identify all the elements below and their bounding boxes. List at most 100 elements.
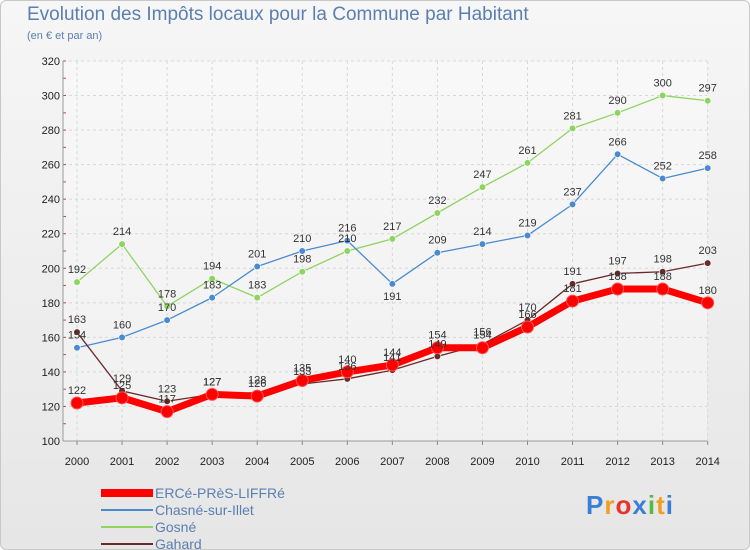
data-label: 181 — [563, 283, 581, 295]
logo-letter: i — [665, 490, 674, 520]
legend-item-ercé: ERCé-PRèS-LIFFRé — [101, 484, 285, 501]
x-tick-label: 2005 — [290, 456, 314, 468]
data-label: 194 — [203, 261, 221, 273]
data-point — [163, 302, 171, 310]
y-tick-label: 180 — [42, 298, 60, 310]
y-tick-label: 260 — [42, 160, 60, 172]
legend-item-gahard: Gahard — [101, 535, 285, 549]
x-tick-label: 2011 — [561, 456, 585, 468]
data-point — [433, 209, 442, 217]
data-point — [659, 174, 667, 183]
data-point — [704, 259, 712, 267]
data-point — [115, 391, 129, 405]
data-point — [343, 237, 351, 245]
data-label: 261 — [518, 145, 536, 157]
data-point — [568, 124, 577, 132]
data-label: 300 — [653, 78, 671, 90]
data-point — [613, 269, 622, 278]
x-tick-label: 2009 — [470, 456, 494, 468]
y-tick-label: 160 — [42, 332, 60, 344]
logo-letter: r — [604, 490, 616, 520]
data-point — [250, 389, 264, 403]
chart-subtitle: (en € et par an) — [27, 30, 103, 42]
data-point — [701, 296, 715, 310]
data-label: 183 — [203, 280, 221, 292]
data-label: 217 — [383, 221, 401, 233]
logo-letter: x — [632, 490, 648, 520]
data-label: 198 — [293, 254, 311, 266]
data-point — [388, 235, 396, 243]
data-label: 237 — [563, 186, 581, 198]
y-tick-label: 300 — [42, 91, 60, 103]
data-point — [656, 282, 670, 296]
data-label: 252 — [653, 160, 671, 172]
data-label: 122 — [68, 385, 86, 397]
data-point — [295, 374, 309, 388]
data-point — [73, 328, 81, 336]
x-tick-label: 2008 — [425, 456, 449, 468]
data-label: 210 — [293, 233, 311, 245]
data-point — [70, 396, 84, 410]
x-tick-label: 2001 — [110, 456, 134, 468]
data-label: 232 — [428, 195, 446, 207]
data-label: 178 — [158, 288, 176, 300]
data-label: 135 — [293, 363, 311, 375]
legend-swatch — [101, 542, 153, 545]
data-label: 127 — [203, 376, 221, 388]
data-label: 129 — [113, 373, 131, 385]
data-label: 258 — [699, 150, 717, 162]
x-tick-label: 2014 — [695, 456, 719, 468]
data-label: 191 — [383, 291, 401, 303]
legend-item-chasne: Chasné-sur-Illet — [101, 501, 285, 518]
series-layer — [70, 91, 715, 419]
grid-layer — [63, 60, 709, 442]
legend-swatch — [101, 525, 153, 528]
y-tick-label: 240 — [42, 194, 60, 206]
data-point — [163, 397, 171, 405]
plot-area — [63, 61, 707, 441]
data-point — [566, 294, 580, 308]
data-point — [163, 316, 171, 324]
y-tick-label: 100 — [42, 436, 60, 448]
data-point — [523, 231, 532, 240]
data-label: 266 — [608, 136, 626, 148]
data-label: 198 — [653, 254, 671, 266]
data-label: 183 — [248, 280, 266, 292]
x-tick-label: 2006 — [335, 456, 359, 468]
data-point — [73, 344, 81, 352]
y-tick-label: 200 — [42, 263, 60, 275]
data-point — [343, 247, 351, 255]
data-point — [613, 150, 622, 158]
logo-letter: o — [615, 490, 633, 520]
x-tick-label: 2002 — [155, 456, 179, 468]
data-point — [253, 262, 261, 271]
data-point — [208, 294, 216, 302]
x-tick-label: 2013 — [650, 456, 674, 468]
data-point — [208, 275, 216, 283]
data-point — [659, 91, 667, 100]
legend-label: Gosné — [155, 518, 197, 535]
data-label: 180 — [699, 285, 717, 297]
data-point — [118, 240, 126, 248]
y-tick-label: 140 — [42, 367, 60, 379]
series-0 — [70, 282, 715, 419]
data-label: 247 — [473, 169, 491, 181]
data-label: 128 — [248, 375, 266, 387]
data-label: 166 — [518, 309, 536, 321]
logo-letter: i — [647, 490, 657, 520]
data-label: 133 — [293, 366, 311, 378]
data-label: 297 — [699, 83, 717, 95]
data-point — [523, 159, 532, 167]
data-label: 203 — [699, 245, 717, 257]
data-label: 191 — [563, 266, 581, 278]
data-label: 192 — [68, 264, 86, 276]
data-label: 210 — [338, 233, 356, 245]
data-point — [568, 280, 577, 288]
data-label: 140 — [338, 354, 356, 366]
logo-letter: P — [586, 490, 605, 520]
x-tick-label: 2003 — [200, 456, 224, 468]
data-label: 141 — [383, 352, 401, 364]
data-point — [385, 358, 399, 372]
series-1 — [73, 150, 712, 352]
logo-letter: t — [656, 490, 666, 520]
